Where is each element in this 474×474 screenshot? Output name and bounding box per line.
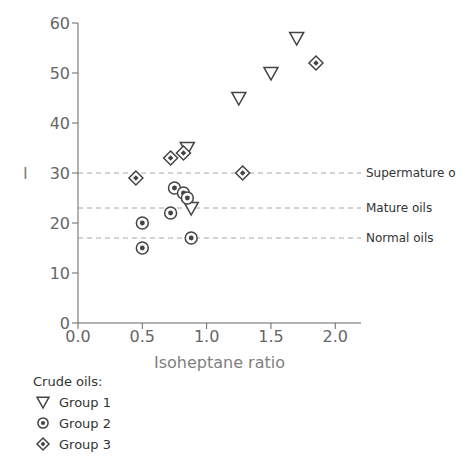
svg-text:40: 40 [50,114,70,133]
svg-text:1.0: 1.0 [194,327,219,346]
svg-text:1.5: 1.5 [258,327,283,346]
svg-text:50: 50 [50,64,70,83]
svg-text:60: 60 [50,14,70,33]
svg-text:Mature oils: Mature oils [366,201,432,215]
svg-text:20: 20 [50,214,70,233]
svg-text:Isoheptane ratio: Isoheptane ratio [154,353,285,372]
svg-text:Normal oils: Normal oils [366,231,434,245]
svg-text:0.0: 0.0 [65,327,91,347]
svg-text:10: 10 [50,264,70,283]
svg-text:0: 0 [60,314,70,333]
html-text:Group 1: Group 1 [59,394,111,410]
svg-text:0.5: 0.5 [130,327,155,346]
html-text:Group 3: Group 3 [59,436,111,452]
html-text:Crude oils:: Crude oils: [33,374,103,389]
svg-text:Supermature o: Supermature o [366,166,456,180]
svg-text:30: 30 [50,164,70,183]
svg-text:2.0: 2.0 [323,327,348,346]
html-text:Group 2: Group 2 [59,415,111,431]
svg-text:I: I [23,164,28,183]
